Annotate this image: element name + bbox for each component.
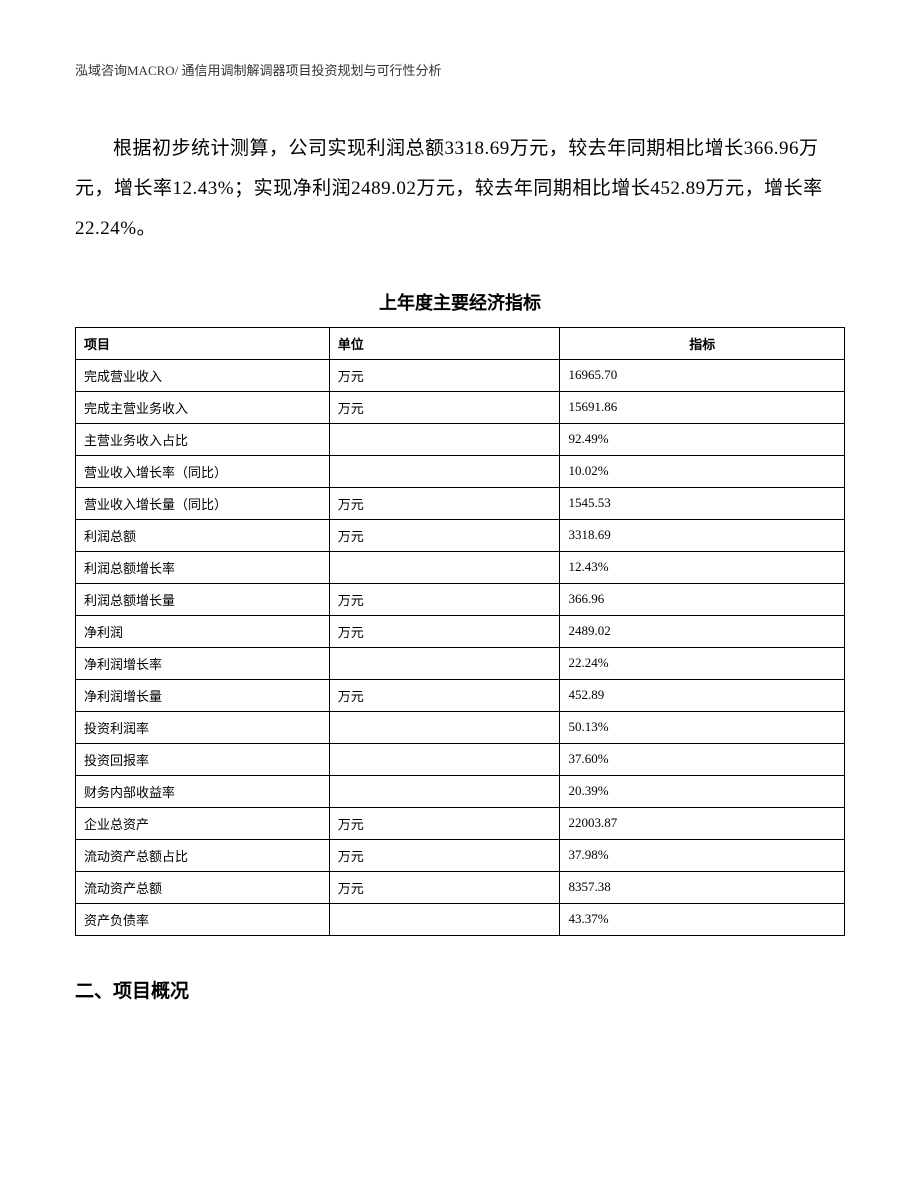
cell-indicator: 16965.70 [560, 359, 845, 391]
cell-project: 投资利润率 [76, 711, 330, 743]
cell-project: 资产负债率 [76, 903, 330, 935]
table-row: 流动资产总额占比 万元 37.98% [76, 839, 845, 871]
table-row: 投资利润率 50.13% [76, 711, 845, 743]
table-row: 营业收入增长率（同比） 10.02% [76, 455, 845, 487]
document-header: 泓域咨询MACRO/ 通信用调制解调器项目投资规划与可行性分析 [75, 60, 845, 79]
cell-project: 利润总额增长率 [76, 551, 330, 583]
header-text: 泓域咨询MACRO/ 通信用调制解调器项目投资规划与可行性分析 [75, 63, 442, 78]
cell-indicator: 2489.02 [560, 615, 845, 647]
cell-indicator: 20.39% [560, 775, 845, 807]
cell-indicator: 366.96 [560, 583, 845, 615]
intro-paragraph: 根据初步统计测算，公司实现利润总额3318.69万元，较去年同期相比增长366.… [75, 129, 845, 249]
cell-indicator: 1545.53 [560, 487, 845, 519]
cell-project: 投资回报率 [76, 743, 330, 775]
cell-project: 主营业务收入占比 [76, 423, 330, 455]
cell-project: 净利润增长量 [76, 679, 330, 711]
cell-unit: 万元 [329, 615, 560, 647]
table-row: 完成营业收入 万元 16965.70 [76, 359, 845, 391]
cell-unit: 万元 [329, 807, 560, 839]
cell-indicator: 37.60% [560, 743, 845, 775]
cell-indicator: 452.89 [560, 679, 845, 711]
cell-project: 财务内部收益率 [76, 775, 330, 807]
cell-unit: 万元 [329, 839, 560, 871]
table-row: 净利润增长量 万元 452.89 [76, 679, 845, 711]
table-title: 上年度主要经济指标 [75, 289, 845, 315]
table-body: 完成营业收入 万元 16965.70 完成主营业务收入 万元 15691.86 … [76, 359, 845, 935]
cell-indicator: 43.37% [560, 903, 845, 935]
cell-project: 营业收入增长量（同比） [76, 487, 330, 519]
cell-unit: 万元 [329, 871, 560, 903]
table-row: 财务内部收益率 20.39% [76, 775, 845, 807]
cell-project: 利润总额增长量 [76, 583, 330, 615]
cell-indicator: 3318.69 [560, 519, 845, 551]
cell-project: 企业总资产 [76, 807, 330, 839]
cell-unit [329, 455, 560, 487]
cell-unit: 万元 [329, 359, 560, 391]
cell-project: 利润总额 [76, 519, 330, 551]
table-row: 主营业务收入占比 92.49% [76, 423, 845, 455]
table-row: 营业收入增长量（同比） 万元 1545.53 [76, 487, 845, 519]
cell-unit: 万元 [329, 487, 560, 519]
cell-project: 完成主营业务收入 [76, 391, 330, 423]
cell-indicator: 10.02% [560, 455, 845, 487]
col-header-indicator: 指标 [560, 327, 845, 359]
table-row: 企业总资产 万元 22003.87 [76, 807, 845, 839]
table-row: 利润总额增长率 12.43% [76, 551, 845, 583]
cell-indicator: 12.43% [560, 551, 845, 583]
economic-indicators-table: 项目 单位 指标 完成营业收入 万元 16965.70 完成主营业务收入 万元 … [75, 327, 845, 936]
col-header-project: 项目 [76, 327, 330, 359]
cell-indicator: 15691.86 [560, 391, 845, 423]
cell-project: 净利润增长率 [76, 647, 330, 679]
cell-project: 营业收入增长率（同比） [76, 455, 330, 487]
table-row: 资产负债率 43.37% [76, 903, 845, 935]
cell-indicator: 8357.38 [560, 871, 845, 903]
table-row: 完成主营业务收入 万元 15691.86 [76, 391, 845, 423]
cell-indicator: 37.98% [560, 839, 845, 871]
cell-unit [329, 551, 560, 583]
cell-unit [329, 647, 560, 679]
cell-unit: 万元 [329, 519, 560, 551]
cell-indicator: 22003.87 [560, 807, 845, 839]
cell-project: 流动资产总额 [76, 871, 330, 903]
cell-unit [329, 903, 560, 935]
col-header-unit: 单位 [329, 327, 560, 359]
cell-unit [329, 743, 560, 775]
cell-unit: 万元 [329, 391, 560, 423]
section-heading: 二、项目概况 [75, 976, 845, 1003]
cell-project: 净利润 [76, 615, 330, 647]
cell-indicator: 22.24% [560, 647, 845, 679]
table-row: 净利润 万元 2489.02 [76, 615, 845, 647]
table-row: 净利润增长率 22.24% [76, 647, 845, 679]
table-row: 流动资产总额 万元 8357.38 [76, 871, 845, 903]
cell-indicator: 50.13% [560, 711, 845, 743]
cell-unit: 万元 [329, 583, 560, 615]
cell-project: 完成营业收入 [76, 359, 330, 391]
cell-indicator: 92.49% [560, 423, 845, 455]
table-row: 投资回报率 37.60% [76, 743, 845, 775]
table-row: 利润总额增长量 万元 366.96 [76, 583, 845, 615]
cell-unit: 万元 [329, 679, 560, 711]
table-row: 利润总额 万元 3318.69 [76, 519, 845, 551]
table-header-row: 项目 单位 指标 [76, 327, 845, 359]
cell-unit [329, 423, 560, 455]
cell-unit [329, 775, 560, 807]
cell-project: 流动资产总额占比 [76, 839, 330, 871]
cell-unit [329, 711, 560, 743]
